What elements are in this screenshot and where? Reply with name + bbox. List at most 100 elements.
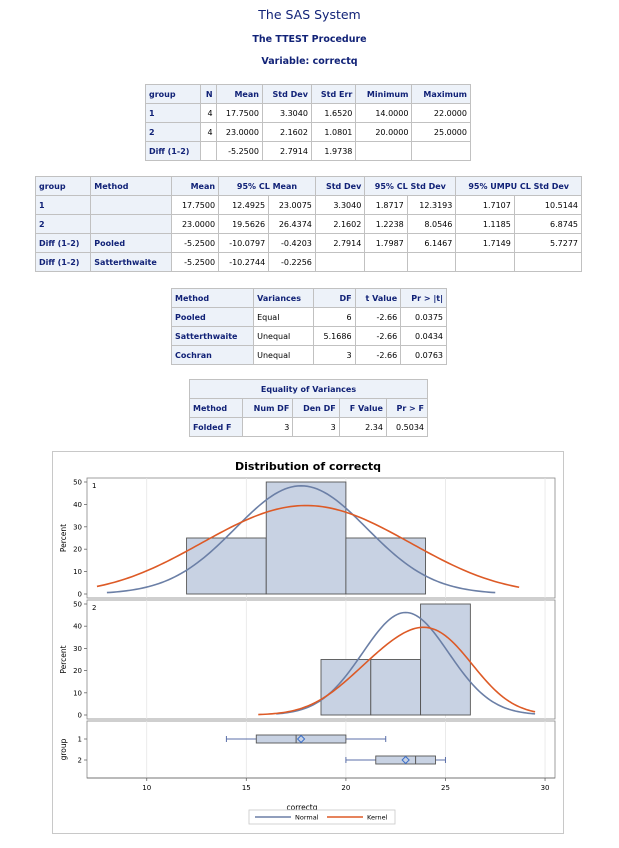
column-header: DF [313, 288, 356, 308]
table-cell: 3.3040 [261, 103, 312, 123]
table-cell: -2.66 [354, 307, 402, 327]
table-cell: 5.7277 [513, 233, 583, 253]
table-cell: -5.2500 [171, 252, 220, 272]
table-cell: 2.34 [338, 417, 387, 437]
box-mean-marker [401, 755, 410, 765]
table-cell: -5.2500 [171, 233, 220, 253]
x-tick-label: 25 [441, 784, 450, 792]
table-cell: 8.0546 [406, 214, 457, 234]
column-header: Den DF [292, 398, 340, 418]
table-cell [513, 252, 583, 272]
legend-label: Normal [295, 814, 319, 822]
table-cell: 2.1602 [314, 214, 366, 234]
table-cell: 6.1467 [406, 233, 457, 253]
table-cell: 1.8717 [364, 195, 408, 215]
table-cell: Unequal [253, 326, 315, 346]
table-cell: 4 [199, 122, 217, 142]
box-mean-marker [296, 734, 306, 744]
y-tick-label: 0 [78, 591, 82, 599]
column-header: group [34, 176, 92, 196]
column-header: F Value [338, 398, 387, 418]
table-cell: 10.5144 [513, 195, 583, 215]
table-row: Diff (1-2) Pooled -5.2500 -10.0797 -0.42… [34, 233, 583, 253]
table-cell: 1.1185 [455, 214, 515, 234]
x-tick-label: 20 [341, 784, 350, 792]
table-header-row: Method Variances DF t Value Pr > |t| [170, 288, 447, 308]
row-header: Pooled [170, 307, 255, 327]
y-tick-label: 20 [73, 546, 82, 554]
column-header: Num DF [242, 398, 294, 418]
table-cell: -5.2500 [215, 141, 263, 161]
column-header: t Value [354, 288, 402, 308]
row-header: Cochran [170, 345, 255, 365]
column-header: Std Dev [314, 176, 366, 196]
legend-box [248, 809, 396, 825]
system-title: The SAS System [258, 7, 361, 22]
table-row: Diff (1-2) -5.2500 2.7914 1.9738 [145, 141, 471, 161]
x-axis-label: correctq [286, 803, 317, 812]
column-header: Method [188, 398, 244, 418]
row-header: Diff (1-2) [145, 141, 201, 161]
table-cell [355, 141, 413, 161]
table-header-row: group Method Mean 95% CL Mean Std Dev 95… [34, 176, 582, 196]
x-tick-label: 10 [142, 784, 151, 792]
table-cell: 22.0000 [411, 103, 471, 123]
table-header-row: Method Num DF Den DF F Value Pr > F [188, 398, 429, 418]
table-row: 1 4 17.7500 3.3040 1.6520 14.0000 22.000… [145, 103, 471, 123]
table-cell [364, 252, 408, 272]
table-row: 1 17.7500 12.4925 23.0075 3.3040 1.8717 … [34, 195, 583, 215]
column-header: Std Dev [261, 84, 312, 104]
histogram-bar [320, 659, 372, 716]
normal-curve [106, 485, 496, 594]
y-tick-label: 10 [73, 689, 82, 697]
table-cell: 3 [292, 417, 340, 437]
table-cell: -2.66 [354, 345, 402, 365]
kernel-curve [258, 626, 536, 716]
column-header: Std Err [310, 84, 357, 104]
distribution-chart: Distribution of correctq correctq 010203… [52, 451, 564, 834]
table-cell: 1.0801 [310, 122, 357, 142]
y-tick-label: 50 [73, 601, 82, 609]
y-tick-label: 40 [73, 501, 82, 509]
table-row: 2 23.0000 19.5626 26.4374 2.1602 1.2238 … [34, 214, 583, 234]
table-cell: 17.7500 [171, 195, 220, 215]
table-cell: 1.7107 [455, 195, 515, 215]
table-cell: 4 [199, 103, 217, 123]
row-header: 2 [145, 122, 201, 142]
panel-group-label: 2 [92, 604, 96, 612]
row-header: 2 [34, 214, 92, 234]
table-row: Folded F 3 3 2.34 0.5034 [188, 417, 429, 437]
variable-title: Variable: correctq [261, 56, 358, 67]
table-cell: 2.7914 [314, 233, 366, 253]
row-header: 1 [34, 195, 92, 215]
histogram-bar [420, 603, 471, 716]
table-cell: -0.2256 [268, 252, 316, 272]
table-cell: 17.7500 [215, 103, 263, 123]
table-cell: 3 [242, 417, 294, 437]
y-axis-label: Percent [59, 524, 68, 552]
table-row: Diff (1-2) Satterthwaite -5.2500 -10.274… [34, 252, 583, 272]
plot-area: 01020304050Percent101020304050Percent2gr… [59, 477, 556, 825]
y-tick-label: 40 [73, 623, 82, 631]
table-row: Satterthwaite Unequal 5.1686 -2.66 0.043… [170, 326, 447, 346]
row-header [90, 195, 173, 215]
column-header: Mean [215, 84, 263, 104]
row-header: 1 [145, 103, 201, 123]
column-header: Minimum [355, 84, 413, 104]
table-cell: 6 [313, 307, 356, 327]
table-cell: 1.7987 [364, 233, 408, 253]
ttest-table: Method Variances DF t Value Pr > |t| Poo… [170, 288, 447, 365]
table-cell [411, 141, 471, 161]
procedure-title: The TTEST Procedure [252, 34, 367, 45]
table-cell: -0.4203 [268, 233, 316, 253]
box-y-axis-label: group [59, 738, 68, 760]
x-tick-label: 15 [242, 784, 251, 792]
table-cell: 1.9738 [310, 141, 357, 161]
x-tick-label: 30 [541, 784, 550, 792]
column-header: 95% UMPU CL Std Dev [455, 176, 582, 196]
column-header: N [199, 84, 217, 104]
table-cell: 23.0075 [268, 195, 316, 215]
box-y-tick-label: 1 [78, 736, 82, 744]
table-cell: 12.3193 [406, 195, 457, 215]
table-row: 2 4 23.0000 2.1602 1.0801 20.0000 25.000… [145, 122, 471, 142]
